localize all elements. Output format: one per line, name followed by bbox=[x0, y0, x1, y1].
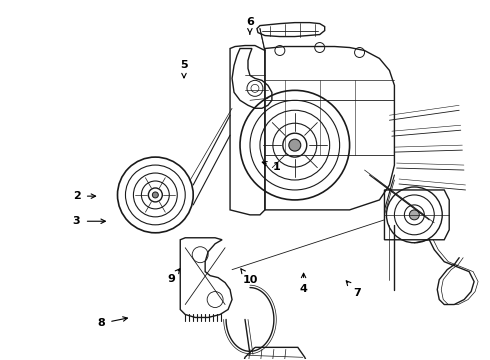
Text: 6: 6 bbox=[246, 17, 254, 34]
Text: 9: 9 bbox=[168, 269, 180, 284]
Text: 1: 1 bbox=[262, 162, 281, 172]
Text: 8: 8 bbox=[97, 317, 127, 328]
Circle shape bbox=[409, 210, 419, 220]
Text: 7: 7 bbox=[346, 281, 361, 298]
Text: 3: 3 bbox=[73, 216, 105, 226]
Circle shape bbox=[289, 139, 301, 151]
Text: 10: 10 bbox=[241, 269, 258, 285]
Text: 2: 2 bbox=[73, 191, 96, 201]
Circle shape bbox=[152, 192, 158, 198]
Text: 4: 4 bbox=[300, 273, 308, 294]
Text: 5: 5 bbox=[180, 60, 188, 78]
